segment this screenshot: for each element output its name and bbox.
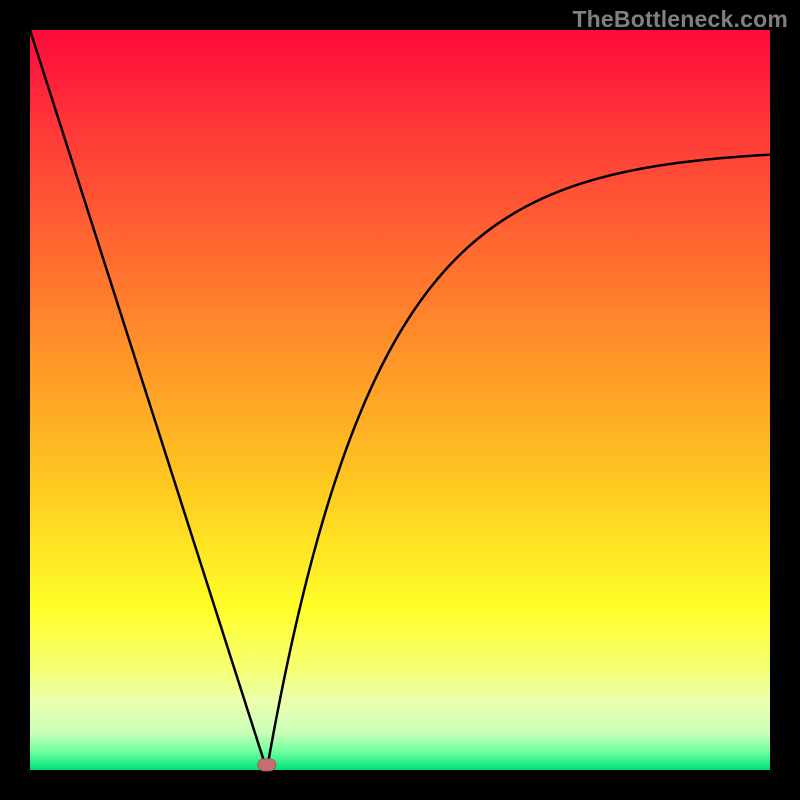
bottleneck-chart (0, 0, 800, 800)
plot-area (30, 30, 770, 770)
stage: TheBottleneck.com (0, 0, 800, 800)
optimal-point-marker (258, 759, 276, 771)
